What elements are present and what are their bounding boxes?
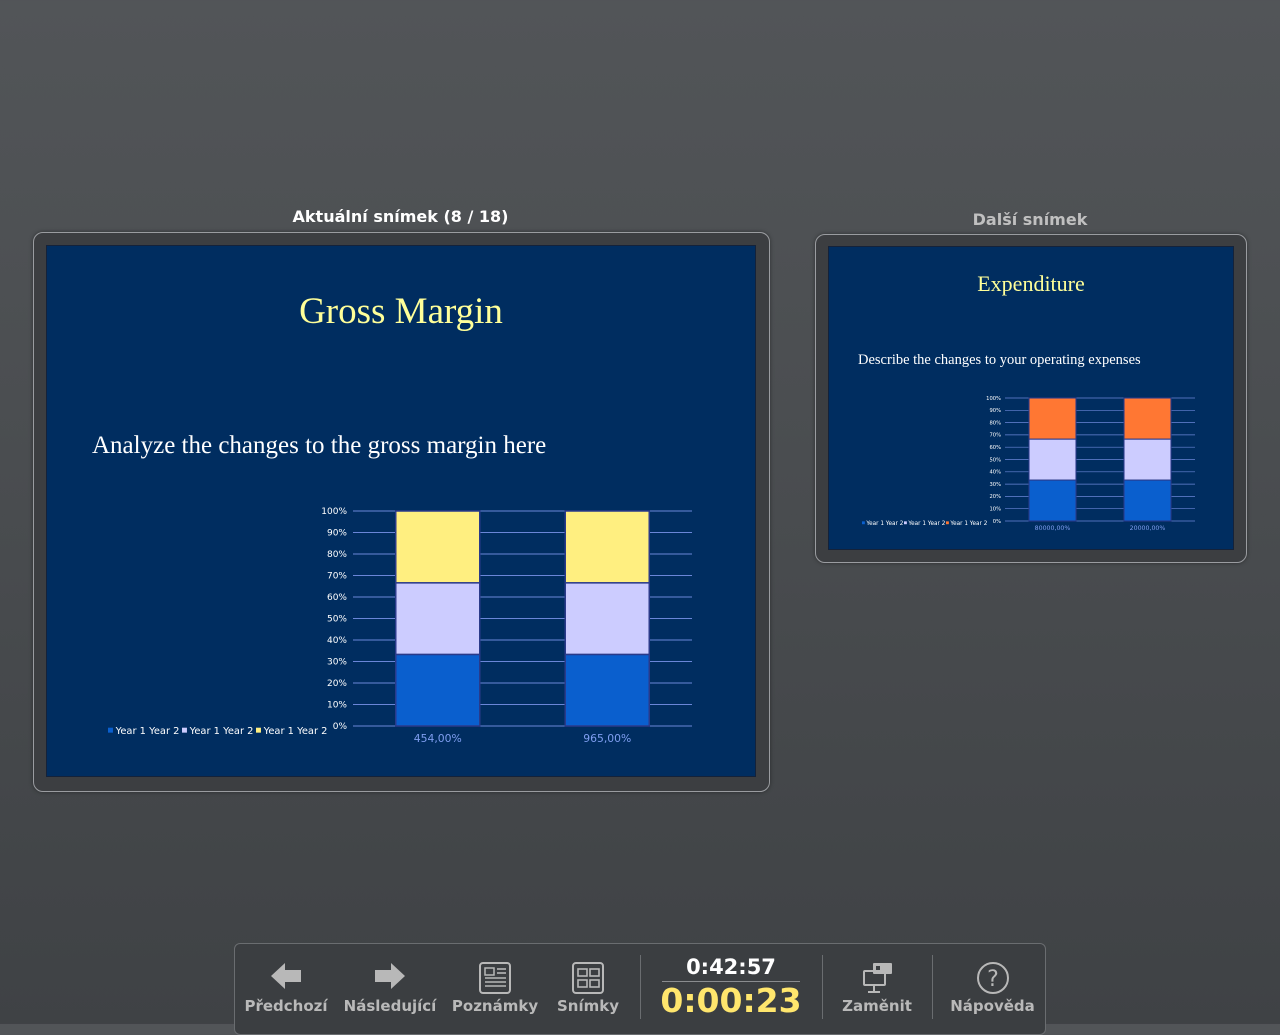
current-chart-category-label: 965,00%	[583, 732, 631, 745]
current-chart-legend-label: Year 1 Year 2	[263, 726, 328, 737]
current-slide-title: Gross Margin	[299, 291, 503, 332]
timer-divider	[662, 981, 800, 982]
notes-icon	[479, 962, 511, 994]
notes-label: Poznámky	[451, 997, 539, 1015]
next-chart-ytick-label: 60%	[989, 445, 1001, 451]
next-chart-ytick-label: 30%	[989, 482, 1001, 488]
current-chart-legend-swatch	[256, 727, 261, 733]
svg-text:?: ?	[987, 967, 999, 992]
next-chart-ytick-label: 40%	[989, 470, 1001, 476]
next-chart-bar-segment	[1123, 438, 1172, 481]
toolbar-divider	[822, 955, 823, 1019]
current-chart-bar-segment	[564, 582, 650, 656]
next-slide-header: Další snímek	[972, 210, 1088, 229]
current-slide: Gross Margin Analyze the changes to the …	[46, 245, 756, 777]
current-chart-ytick-label: 70%	[327, 572, 347, 582]
presenter-toolbar: Předchozí Následující Poznámky Snímky	[234, 943, 1046, 1035]
current-chart-ytick-label: 100%	[321, 507, 347, 517]
next-slide-title: Expenditure	[977, 271, 1085, 296]
current-slide-chart: 0% 10% 20% 30% 40% 50% 60% 70% 80% 90% 100% 454,00%…	[108, 507, 692, 745]
toolbar-divider	[640, 955, 641, 1019]
current-chart-ytick-label: 80%	[327, 550, 347, 560]
current-slide-frame[interactable]: Gross Margin Analyze the changes to the …	[33, 232, 770, 792]
current-chart-bar-segment	[395, 510, 481, 584]
current-chart-category-label: 454,00%	[414, 732, 462, 745]
elapsed-timer[interactable]: 0:00:23	[660, 981, 802, 1020]
current-chart-legend-swatch	[108, 727, 113, 733]
current-chart-legend-label: Year 1 Year 2	[189, 726, 254, 737]
help-icon: ?	[976, 962, 1009, 994]
slides-grid-icon	[572, 962, 604, 994]
next-chart-legend-swatch	[946, 521, 949, 525]
swap-label: Zaměnit	[842, 997, 912, 1015]
next-chart-bar-segment	[1123, 397, 1172, 440]
current-chart-legend-label: Year 1 Year 2	[115, 726, 180, 737]
current-slide-body: Analyze the changes to the gross margin …	[92, 432, 547, 459]
next-slide-chart: 0% 10% 20% 30% 40% 50% 60% 70% 80% 90% 100% 80000,0…	[862, 396, 1195, 532]
next-chart-ytick-label: 20%	[989, 494, 1001, 500]
previous-label: Předchozí	[244, 997, 328, 1015]
next-chart-legend-swatch	[862, 521, 865, 525]
current-chart-ytick-label: 0%	[333, 722, 348, 732]
next-slide-frame[interactable]: Expenditure Describe the changes to your…	[815, 234, 1247, 563]
next-chart-legend-label: Year 1 Year 2	[907, 521, 945, 527]
next-chart-bar-segment	[1028, 397, 1077, 440]
arrow-left-icon	[271, 963, 301, 989]
next-chart-ytick-label: 0%	[993, 519, 1001, 525]
notes-button[interactable]: Poznámky	[448, 944, 542, 1024]
current-chart-ytick-label: 10%	[327, 701, 347, 711]
current-chart-bar-segment	[564, 653, 650, 727]
slides-button[interactable]: Snímky	[548, 944, 628, 1024]
current-chart-ytick-label: 30%	[327, 658, 347, 668]
next-chart-legend-label: Year 1 Year 2	[865, 521, 903, 527]
next-chart-ytick-label: 80%	[989, 420, 1001, 426]
next-chart-bar-segment	[1028, 479, 1077, 522]
swap-button[interactable]: Zaměnit	[832, 944, 922, 1024]
help-button[interactable]: ? Nápověda	[945, 944, 1040, 1024]
current-chart-ytick-label: 20%	[327, 679, 347, 689]
swap-monitors-icon	[863, 963, 892, 993]
next-chart-bar-segment	[1123, 479, 1172, 522]
help-label: Nápověda	[950, 997, 1035, 1015]
arrow-right-icon	[375, 963, 405, 989]
next-chart-category-label: 80000,00%	[1035, 525, 1071, 532]
current-chart-ytick-label: 40%	[327, 636, 347, 646]
current-chart-ytick-label: 90%	[327, 529, 347, 539]
current-chart-bar-segment	[564, 510, 650, 584]
next-chart-ytick-label: 10%	[989, 507, 1001, 513]
previous-button[interactable]: Předchozí	[240, 944, 332, 1024]
next-chart-bar-segment	[1028, 438, 1077, 481]
next-label: Následující	[343, 997, 437, 1015]
next-chart-ytick-label: 100%	[986, 396, 1001, 402]
current-slide-header: Aktuální snímek (8 / 18)	[292, 207, 509, 226]
next-button[interactable]: Následující	[340, 944, 440, 1024]
next-chart-ytick-label: 90%	[989, 408, 1001, 414]
current-chart-legend-swatch	[182, 727, 187, 733]
clock-display: 0:42:57	[686, 955, 776, 979]
next-chart-legend-label: Year 1 Year 2	[949, 521, 987, 527]
toolbar-divider	[932, 955, 933, 1019]
current-chart-ytick-label: 60%	[327, 593, 347, 603]
current-chart-bar-segment	[395, 653, 481, 727]
next-slide: Expenditure Describe the changes to your…	[828, 246, 1234, 550]
slides-label: Snímky	[556, 997, 619, 1015]
next-chart-ytick-label: 70%	[989, 433, 1001, 439]
timer-block: 0:42:57 0:00:23	[660, 944, 802, 1024]
next-chart-legend-swatch	[904, 521, 907, 525]
next-slide-body: Describe the changes to your operating e…	[858, 352, 1141, 368]
next-chart-ytick-label: 50%	[989, 457, 1001, 463]
current-chart-ytick-label: 50%	[327, 615, 347, 625]
next-chart-category-label: 20000,00%	[1130, 525, 1166, 532]
current-chart-bar-segment	[395, 582, 481, 656]
